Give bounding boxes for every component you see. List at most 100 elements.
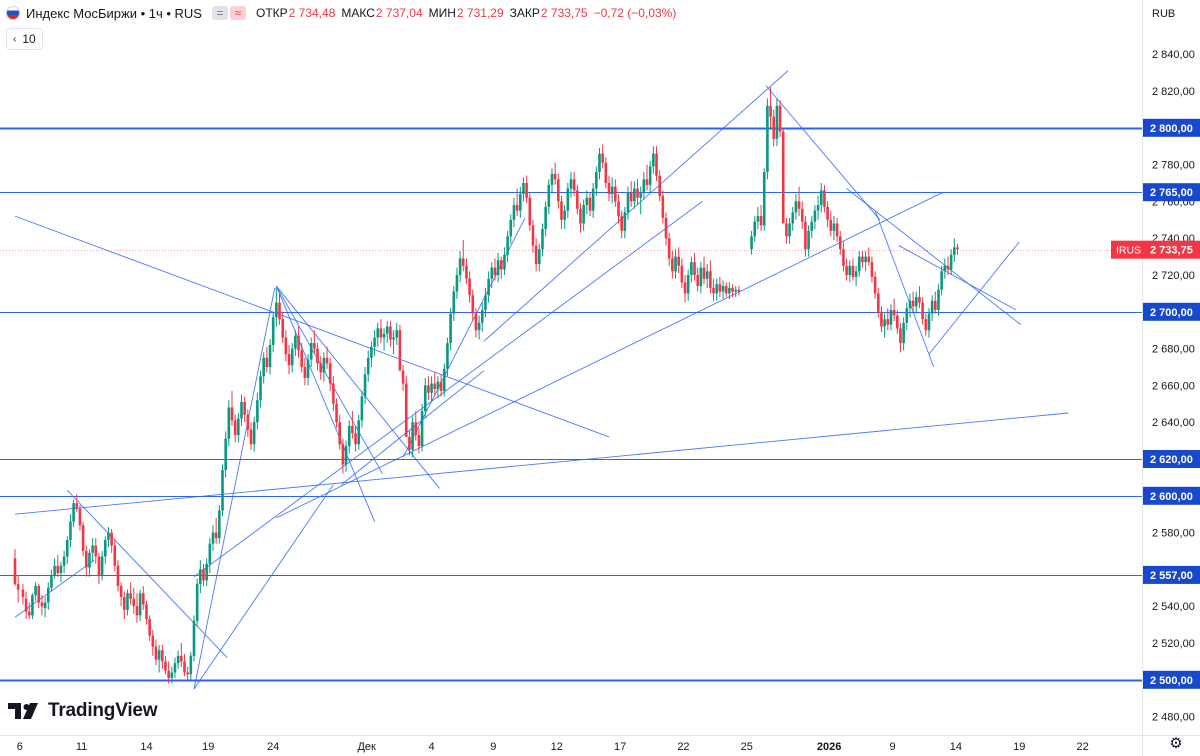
candle[interactable] [237,413,240,443]
candle[interactable] [509,214,513,244]
candle[interactable] [902,317,905,351]
trend-line[interactable] [66,489,228,659]
candle[interactable] [164,655,167,675]
candle[interactable] [927,308,931,338]
candle[interactable] [408,429,411,456]
candle[interactable] [484,287,487,318]
candle[interactable] [835,217,839,242]
candle[interactable] [246,409,250,437]
candle[interactable] [24,591,28,620]
candle[interactable] [734,286,738,298]
candle[interactable] [341,438,345,474]
candle[interactable] [845,258,848,281]
candle[interactable] [538,243,541,272]
candle[interactable] [623,206,627,239]
candle[interactable] [522,177,525,202]
candle[interactable] [582,199,585,231]
candle[interactable] [351,411,354,439]
candle[interactable] [569,171,573,198]
candle[interactable] [338,414,342,450]
candle[interactable] [135,593,139,623]
candle[interactable] [126,589,129,616]
candle[interactable] [290,343,294,373]
candle[interactable] [553,162,557,185]
candle[interactable] [170,666,174,684]
candle[interactable] [873,271,877,299]
candle[interactable] [240,394,243,426]
candle[interactable] [325,346,329,369]
candle[interactable] [712,278,715,301]
candle[interactable] [287,344,291,375]
trend-line[interactable] [276,191,944,519]
trend-line[interactable] [874,210,935,368]
candle[interactable] [880,306,883,333]
candle[interactable] [696,267,700,292]
candle[interactable] [116,560,120,592]
candle[interactable] [633,181,636,209]
candle[interactable] [924,313,928,336]
candle[interactable] [262,352,265,384]
candle[interactable] [785,217,788,244]
candle[interactable] [690,256,693,283]
candle[interactable] [480,302,484,333]
candle[interactable] [452,286,456,321]
candle[interactable] [161,644,164,669]
candle[interactable] [921,297,924,325]
candle[interactable] [142,585,145,610]
candle[interactable] [122,591,126,620]
candle[interactable] [129,582,132,605]
candle[interactable] [208,538,212,574]
candle[interactable] [819,183,823,213]
candle[interactable] [256,392,259,430]
candle[interactable] [781,127,785,224]
candle[interactable] [547,179,551,215]
approx-badge-icon[interactable]: ≈ [229,6,246,20]
candle[interactable] [56,554,60,577]
level-price-tag[interactable] [1143,118,1200,137]
candle[interactable] [791,206,795,231]
candle[interactable] [357,414,361,450]
candle[interactable] [908,293,912,318]
candle[interactable] [449,308,452,351]
candle[interactable] [645,164,649,191]
candle[interactable] [319,355,323,380]
candle[interactable] [807,225,810,257]
candle[interactable] [230,390,234,426]
candle[interactable] [861,251,864,268]
candle[interactable] [294,330,297,356]
trend-line[interactable] [193,287,276,690]
candle[interactable] [772,109,776,147]
trend-line[interactable] [193,484,334,690]
candle[interactable] [750,230,753,255]
candle[interactable] [97,552,101,585]
candle[interactable] [43,597,47,618]
candle[interactable] [731,284,734,298]
candle[interactable] [826,201,829,228]
candle[interactable] [918,286,921,309]
candle[interactable] [762,168,766,231]
candle[interactable] [769,87,772,128]
candle[interactable] [138,589,142,621]
candle[interactable] [316,343,319,371]
candle[interactable] [753,216,757,242]
level-price-tag[interactable] [1143,565,1200,584]
candle[interactable] [560,195,563,229]
time-axis[interactable]: 6 11 14 19 24 Дек 4 9 12 17 22 25 2026 9 14 19 22 [0,735,1200,754]
candle[interactable] [607,175,611,202]
tradingview-logo[interactable]: TradingView [8,700,158,722]
candle[interactable] [72,499,75,528]
candle[interactable] [401,365,405,391]
candle[interactable] [576,184,579,215]
candle[interactable] [173,657,177,678]
candle[interactable] [667,232,671,266]
candle[interactable] [680,258,684,288]
candle[interactable] [227,400,231,447]
candle[interactable] [804,216,807,257]
candle[interactable] [487,271,490,303]
candle[interactable] [563,205,566,229]
candle[interactable] [309,337,313,367]
candle[interactable] [21,584,25,605]
candle[interactable] [189,652,193,680]
candle[interactable] [458,251,462,283]
candle[interactable] [107,527,110,548]
